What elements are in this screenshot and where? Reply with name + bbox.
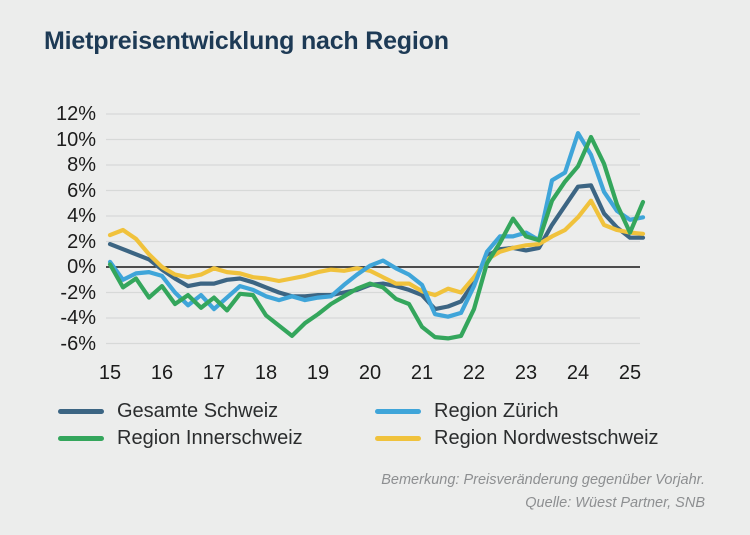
legend-swatch-gesamte-schweiz xyxy=(58,408,104,414)
y-axis-tick-label: -2% xyxy=(60,281,96,304)
legend-label: Region Zürich xyxy=(434,399,559,422)
x-axis-tick-label: 22 xyxy=(462,362,486,384)
legend-label: Region Innerschweiz xyxy=(117,426,303,449)
y-axis-tick-label: 6% xyxy=(67,179,96,202)
footnote: Bemerkung: Preisveränderung gegenüber Vo… xyxy=(381,469,705,515)
y-axis-tick-label: 10% xyxy=(55,128,96,151)
series-line-gesamte-schweiz xyxy=(107,183,646,312)
y-axis-tick-label: 12% xyxy=(55,103,96,125)
legend-label: Gesamte Schweiz xyxy=(117,399,279,422)
legend-swatch-region-zuerich xyxy=(375,408,421,414)
x-axis-tick-label: 25 xyxy=(618,362,642,384)
legend-item-region-nordwestschweiz: Region Nordwestschweiz xyxy=(375,426,718,450)
legend-item-region-zuerich: Region Zürich xyxy=(375,399,718,423)
x-axis-tick-label: 16 xyxy=(150,362,174,384)
y-axis-tick-label: 4% xyxy=(67,205,96,227)
x-axis-tick-label: 19 xyxy=(306,362,330,384)
x-axis-tick-label: 18 xyxy=(254,362,278,384)
legend-item-gesamte-schweiz: Gesamte Schweiz xyxy=(58,399,375,423)
chart-legend: Gesamte Schweiz Region Zürich Region Inn… xyxy=(58,399,718,450)
x-axis-tick-label: 17 xyxy=(202,362,226,384)
x-axis-tick-label: 20 xyxy=(358,362,382,384)
y-axis-tick-label: -4% xyxy=(60,307,96,329)
x-axis-tick-label: 23 xyxy=(514,362,538,384)
page-title: Mietpreisentwicklung nach Region xyxy=(44,27,449,55)
x-axis-tick-label: 15 xyxy=(98,362,122,384)
footnote-source: Quelle: Wüest Partner, SNB xyxy=(525,495,705,511)
series-lines xyxy=(107,131,646,341)
y-axis-tick-label: 8% xyxy=(67,154,96,176)
x-axis-tick-label: 24 xyxy=(566,362,590,384)
series-line-region-innerschweiz xyxy=(107,134,646,341)
legend-swatch-region-innerschweiz xyxy=(58,435,104,441)
gridlines xyxy=(106,113,640,345)
legend-label: Region Nordwestschweiz xyxy=(434,426,659,449)
y-axis-tick-label: 0% xyxy=(67,256,96,278)
legend-swatch-region-nordwestschweiz xyxy=(375,435,421,441)
y-axis-tick-label: -6% xyxy=(60,332,96,355)
legend-item-region-innerschweiz: Region Innerschweiz xyxy=(58,426,375,450)
y-axis-tick-label: 2% xyxy=(67,230,96,253)
series-line-region-z-rich xyxy=(107,131,646,319)
footnote-remark: Bemerkung: Preisveränderung gegenüber Vo… xyxy=(381,472,705,488)
x-axis-tick-label: 21 xyxy=(410,362,434,384)
series-line-region-nordwestschweiz xyxy=(107,198,646,298)
